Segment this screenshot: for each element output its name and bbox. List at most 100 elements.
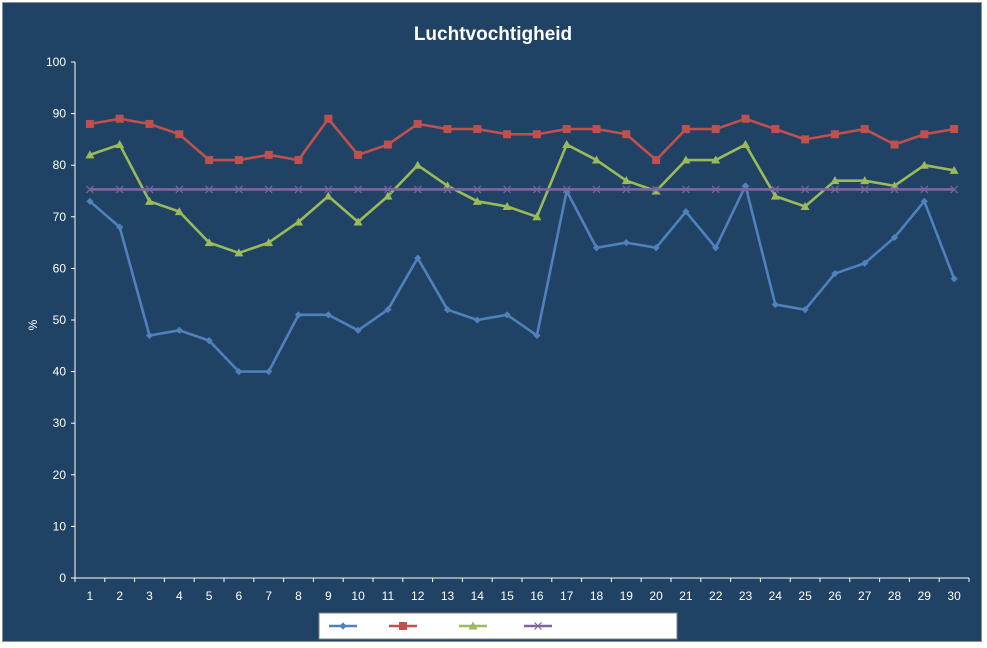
data-point-max (145, 119, 154, 128)
data-point-maand-gemiddelde (741, 185, 750, 194)
data-point-maand-gemiddelde (264, 185, 273, 194)
data-point-gem (502, 201, 512, 210)
x-tick-label: 18 (590, 589, 604, 603)
data-point-maand-gemiddelde (532, 185, 541, 194)
data-point-maand-gemiddelde (115, 185, 124, 194)
data-point-max (950, 125, 959, 134)
data-point-min (86, 197, 94, 205)
data-point-min (950, 275, 958, 283)
data-point-maand-gemiddelde (771, 185, 780, 194)
data-point-max (681, 125, 690, 134)
x-stroke (622, 185, 631, 194)
data-point-max (205, 156, 214, 165)
legend-marker (468, 621, 478, 630)
data-point-gem (949, 165, 959, 174)
x-tick-label: 23 (739, 589, 753, 603)
x-tick-label: 24 (769, 589, 783, 603)
x-stroke (145, 185, 154, 194)
data-point-min (682, 208, 690, 216)
x-tick-label: 3 (146, 589, 153, 603)
data-point-maand-gemiddelde (234, 185, 243, 194)
y-tick-label: 0 (59, 571, 66, 585)
x-stroke (443, 185, 452, 194)
data-point-max (175, 130, 184, 139)
data-point-maand-gemiddelde (562, 185, 571, 194)
x-stroke (175, 185, 184, 194)
x-stroke (473, 185, 482, 194)
series-max (85, 114, 959, 165)
data-point-maand-gemiddelde (950, 185, 959, 194)
x-tick-label: 6 (236, 589, 243, 603)
data-point-max (473, 125, 482, 134)
data-point-max (920, 130, 929, 139)
data-point-min (801, 306, 809, 314)
data-point-gem (800, 201, 810, 210)
x-stroke (562, 185, 571, 194)
data-point-min (622, 239, 630, 247)
data-point-gem (472, 196, 482, 205)
legend-label: max (421, 619, 444, 633)
data-point-gem (621, 176, 631, 185)
legend-box (318, 612, 678, 640)
x-tick-label: 13 (441, 589, 455, 603)
x-tick-label: 26 (828, 589, 842, 603)
data-point-gem (741, 140, 750, 149)
data-point-maand-gemiddelde (413, 185, 422, 194)
data-point-gem (592, 155, 601, 164)
data-point-max (652, 156, 661, 165)
x-stroke (681, 185, 690, 194)
data-point-max (443, 125, 452, 134)
x-stroke (534, 622, 542, 630)
data-point-gem (294, 217, 303, 226)
data-point-maand-gemiddelde (205, 185, 214, 194)
x-tick-label: 8 (295, 589, 302, 603)
data-point-maand-gemiddelde (830, 185, 839, 194)
x-tick-label: 14 (471, 589, 485, 603)
x-stroke (711, 185, 720, 194)
x-tick-label: 11 (382, 589, 395, 603)
data-point-maand-gemiddelde (890, 185, 899, 194)
x-stroke (592, 185, 601, 194)
data-point-min (920, 197, 928, 205)
legend-label: maand gemiddelde (556, 619, 658, 633)
data-point-gem (145, 196, 154, 205)
data-point-max (592, 125, 601, 134)
data-point-min (771, 300, 779, 309)
data-point-min (831, 269, 839, 278)
y-tick-label: 50 (53, 313, 67, 327)
x-tick-label: 2 (116, 589, 123, 603)
data-point-min (712, 244, 720, 252)
data-point-maand-gemiddelde (473, 185, 482, 194)
data-point-maand-gemiddelde (503, 185, 512, 194)
data-point-gem (353, 217, 363, 226)
data-point-min (294, 311, 303, 319)
data-point-gem (413, 160, 423, 169)
data-point-maand-gemiddelde (592, 185, 601, 194)
legend-marker (339, 622, 347, 630)
series-line-max (89, 117, 955, 162)
data-point-gem (830, 176, 840, 185)
data-point-maand-gemiddelde (622, 185, 631, 194)
data-point-min (861, 259, 869, 267)
x-stroke (294, 185, 303, 194)
data-point-maand-gemiddelde (860, 185, 869, 194)
data-point-min (652, 244, 660, 252)
series-line-min (89, 184, 956, 373)
y-tick-label: 90 (53, 107, 67, 121)
data-point-min (145, 331, 154, 340)
y-tick-label: 10 (53, 519, 67, 533)
series-line-gem (89, 143, 955, 255)
data-point-gem (204, 238, 214, 247)
data-point-max (562, 125, 571, 134)
data-point-gem (174, 207, 184, 216)
x-tick-label: 12 (411, 589, 425, 603)
x-stroke (771, 185, 780, 194)
y-tick-label: 40 (53, 365, 67, 379)
series-maand-gemiddelde (85, 185, 959, 194)
x-stroke (115, 185, 124, 194)
x-tick-label: 28 (888, 589, 902, 603)
data-point-maand-gemiddelde (711, 185, 720, 194)
data-point-max (234, 156, 243, 165)
data-point-gem (770, 191, 780, 200)
data-point-max (801, 135, 810, 144)
